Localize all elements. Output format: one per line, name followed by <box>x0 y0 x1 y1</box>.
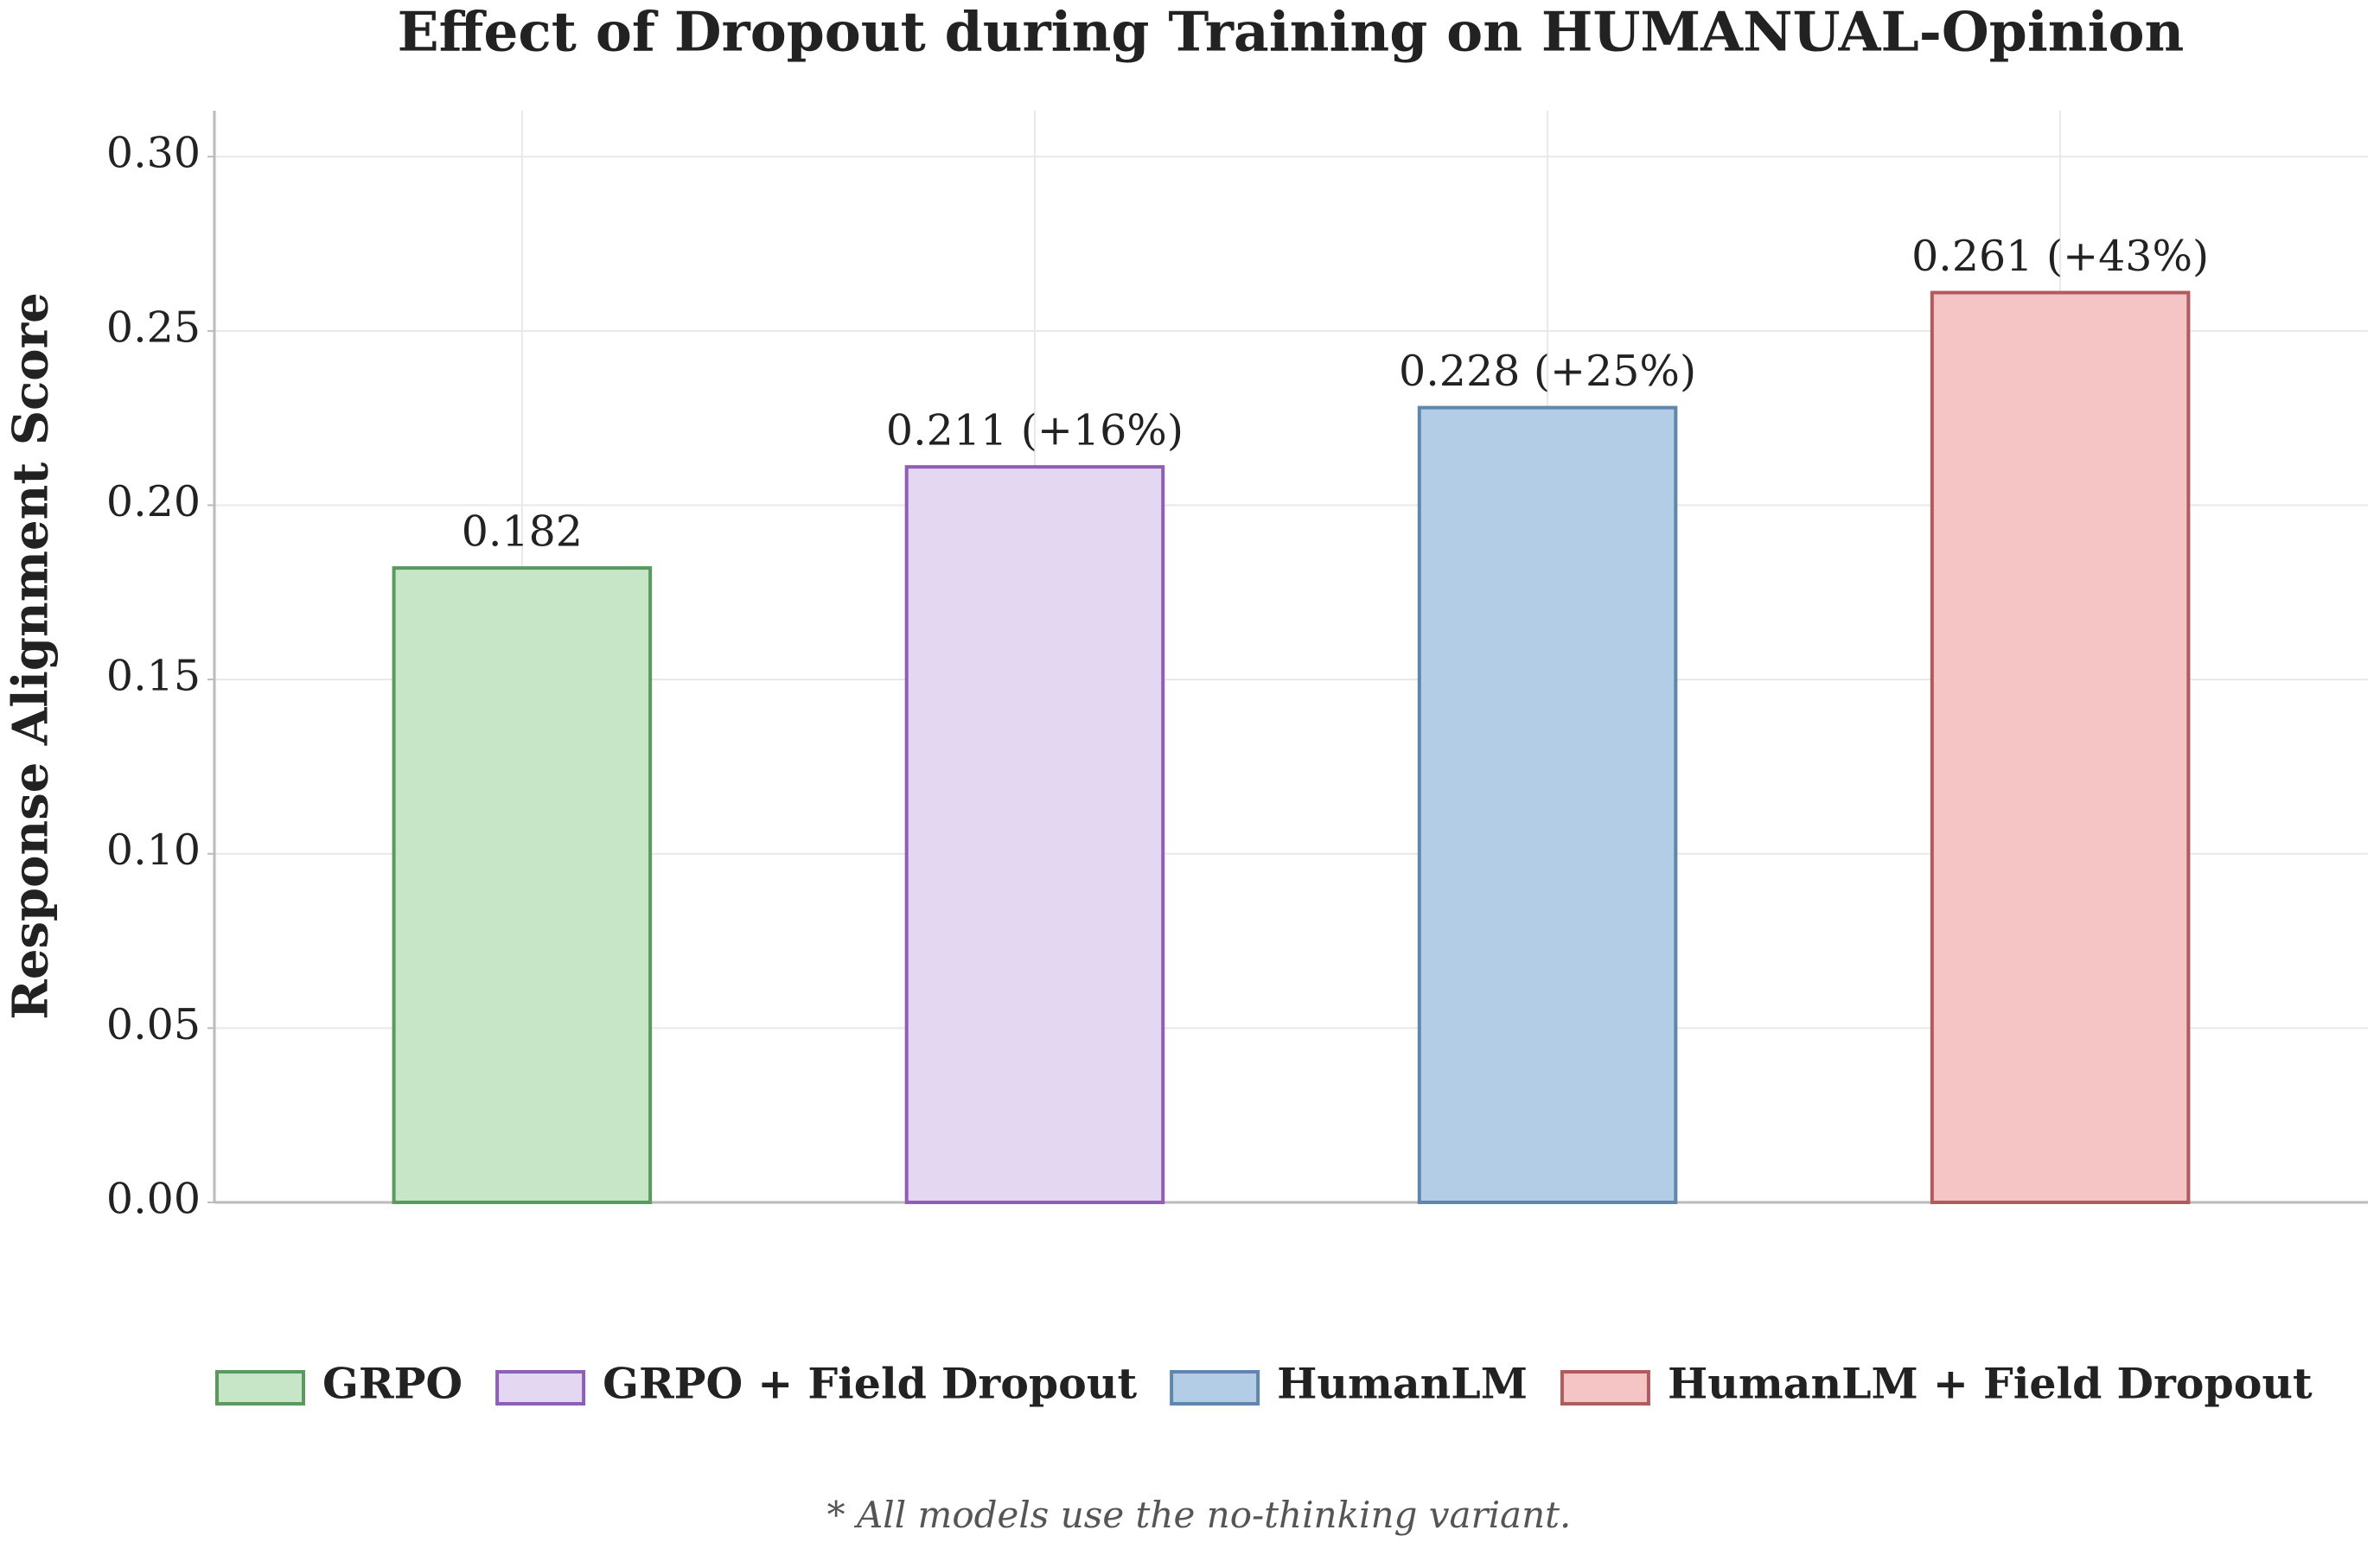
data-label: 0.261 (+43%) <box>1911 232 2209 281</box>
data-label: 0.228 (+25%) <box>1399 347 1696 396</box>
y-tick-label: 0.30 <box>106 129 201 178</box>
data-label: 0.211 (+16%) <box>886 406 1184 456</box>
legend-label: HumanLM <box>1277 1359 1528 1409</box>
bar <box>392 566 653 1204</box>
data-label: 0.182 <box>462 507 583 557</box>
y-tick-label: 0.20 <box>106 477 201 526</box>
bar <box>1417 405 1678 1204</box>
bar <box>904 465 1165 1204</box>
y-tick-label: 0.15 <box>106 652 201 701</box>
y-tick-label: 0.10 <box>106 825 201 875</box>
legend-swatch <box>1560 1370 1650 1406</box>
y-tick-label: 0.05 <box>106 1000 201 1049</box>
chart-title: Effect of Dropout during Training on HUM… <box>398 0 2185 64</box>
y-axis-label: Response Alignment Score <box>3 292 60 1019</box>
legend-swatch <box>215 1370 305 1406</box>
legend-label: GRPO <box>322 1359 463 1409</box>
legend-swatch <box>1170 1370 1260 1406</box>
y-tick-label: 0.00 <box>106 1175 201 1224</box>
legend-swatch <box>495 1370 586 1406</box>
legend-label: GRPO + Field Dropout <box>603 1359 1137 1409</box>
bar <box>1930 290 2191 1204</box>
legend-label: HumanLM + Field Dropout <box>1668 1359 2313 1409</box>
y-tick-label: 0.25 <box>106 303 201 352</box>
footnote: * All models use the no-thinking variant… <box>827 1494 1572 1536</box>
